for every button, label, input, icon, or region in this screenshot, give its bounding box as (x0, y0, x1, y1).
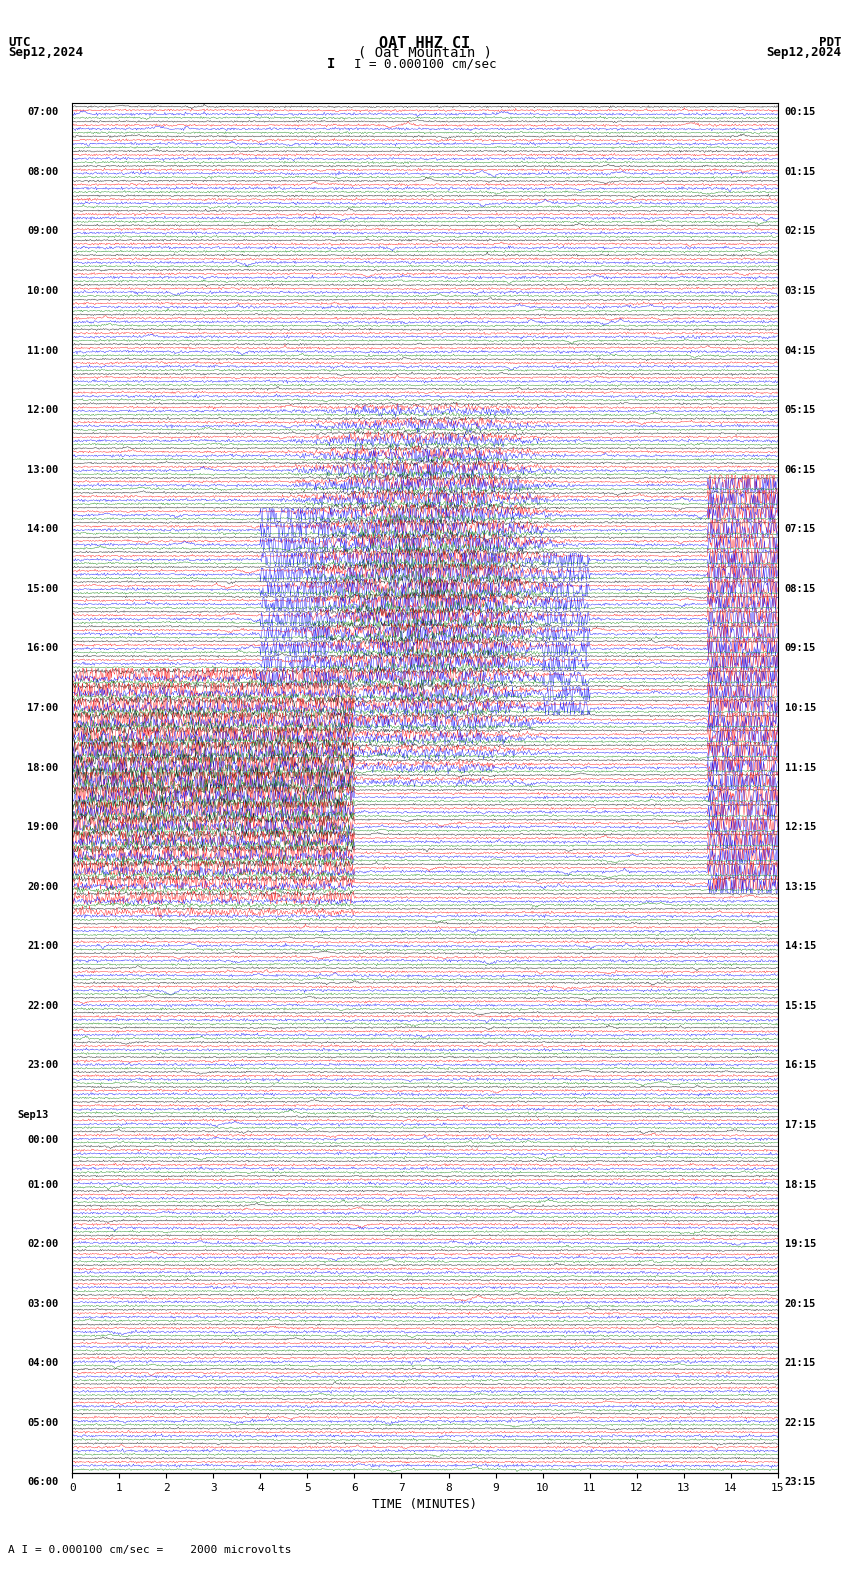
Text: 01:00: 01:00 (27, 1180, 58, 1190)
Text: 04:15: 04:15 (785, 345, 816, 355)
Text: OAT HHZ CI: OAT HHZ CI (379, 36, 471, 51)
Text: 21:00: 21:00 (27, 941, 58, 952)
Text: 19:00: 19:00 (27, 822, 58, 832)
Text: 21:15: 21:15 (785, 1359, 816, 1369)
Text: 10:00: 10:00 (27, 287, 58, 296)
Text: 09:00: 09:00 (27, 227, 58, 236)
Text: 05:15: 05:15 (785, 406, 816, 415)
Text: 14:00: 14:00 (27, 524, 58, 534)
Text: 17:15: 17:15 (785, 1120, 816, 1129)
Text: 03:15: 03:15 (785, 287, 816, 296)
Text: Sep12,2024: Sep12,2024 (8, 46, 83, 59)
Text: UTC: UTC (8, 36, 31, 49)
Text: 03:00: 03:00 (27, 1299, 58, 1308)
Text: 22:15: 22:15 (785, 1418, 816, 1427)
Text: 16:00: 16:00 (27, 643, 58, 654)
Text: 23:00: 23:00 (27, 1060, 58, 1071)
Text: 12:15: 12:15 (785, 822, 816, 832)
Text: 00:00: 00:00 (27, 1134, 58, 1145)
Text: PDT: PDT (819, 36, 842, 49)
Text: 14:15: 14:15 (785, 941, 816, 952)
Text: Sep12,2024: Sep12,2024 (767, 46, 842, 59)
Text: A I = 0.000100 cm/sec =    2000 microvolts: A I = 0.000100 cm/sec = 2000 microvolts (8, 1546, 292, 1555)
Text: 18:15: 18:15 (785, 1180, 816, 1190)
Text: 11:00: 11:00 (27, 345, 58, 355)
Text: 15:00: 15:00 (27, 584, 58, 594)
Text: 18:00: 18:00 (27, 762, 58, 773)
Text: 23:15: 23:15 (785, 1478, 816, 1487)
Text: 06:15: 06:15 (785, 464, 816, 475)
Text: Sep13: Sep13 (18, 1110, 48, 1120)
Text: 20:00: 20:00 (27, 882, 58, 892)
Text: 05:00: 05:00 (27, 1418, 58, 1427)
Text: 15:15: 15:15 (785, 1001, 816, 1011)
Text: 11:15: 11:15 (785, 762, 816, 773)
Text: 08:00: 08:00 (27, 166, 58, 177)
Text: 07:00: 07:00 (27, 108, 58, 117)
Text: 00:15: 00:15 (785, 108, 816, 117)
Text: 04:00: 04:00 (27, 1359, 58, 1369)
Text: 17:00: 17:00 (27, 703, 58, 713)
Text: 20:15: 20:15 (785, 1299, 816, 1308)
Text: 12:00: 12:00 (27, 406, 58, 415)
Text: I: I (327, 57, 336, 71)
Text: I = 0.000100 cm/sec: I = 0.000100 cm/sec (354, 57, 496, 70)
Text: 09:15: 09:15 (785, 643, 816, 654)
Text: 19:15: 19:15 (785, 1239, 816, 1250)
Text: 02:15: 02:15 (785, 227, 816, 236)
Text: 06:00: 06:00 (27, 1478, 58, 1487)
Text: 08:15: 08:15 (785, 584, 816, 594)
Text: 16:15: 16:15 (785, 1060, 816, 1071)
Text: 10:15: 10:15 (785, 703, 816, 713)
X-axis label: TIME (MINUTES): TIME (MINUTES) (372, 1498, 478, 1511)
Text: 02:00: 02:00 (27, 1239, 58, 1250)
Text: 13:15: 13:15 (785, 882, 816, 892)
Text: 13:00: 13:00 (27, 464, 58, 475)
Text: 22:00: 22:00 (27, 1001, 58, 1011)
Text: 01:15: 01:15 (785, 166, 816, 177)
Text: ( Oat Mountain ): ( Oat Mountain ) (358, 46, 492, 60)
Text: 07:15: 07:15 (785, 524, 816, 534)
